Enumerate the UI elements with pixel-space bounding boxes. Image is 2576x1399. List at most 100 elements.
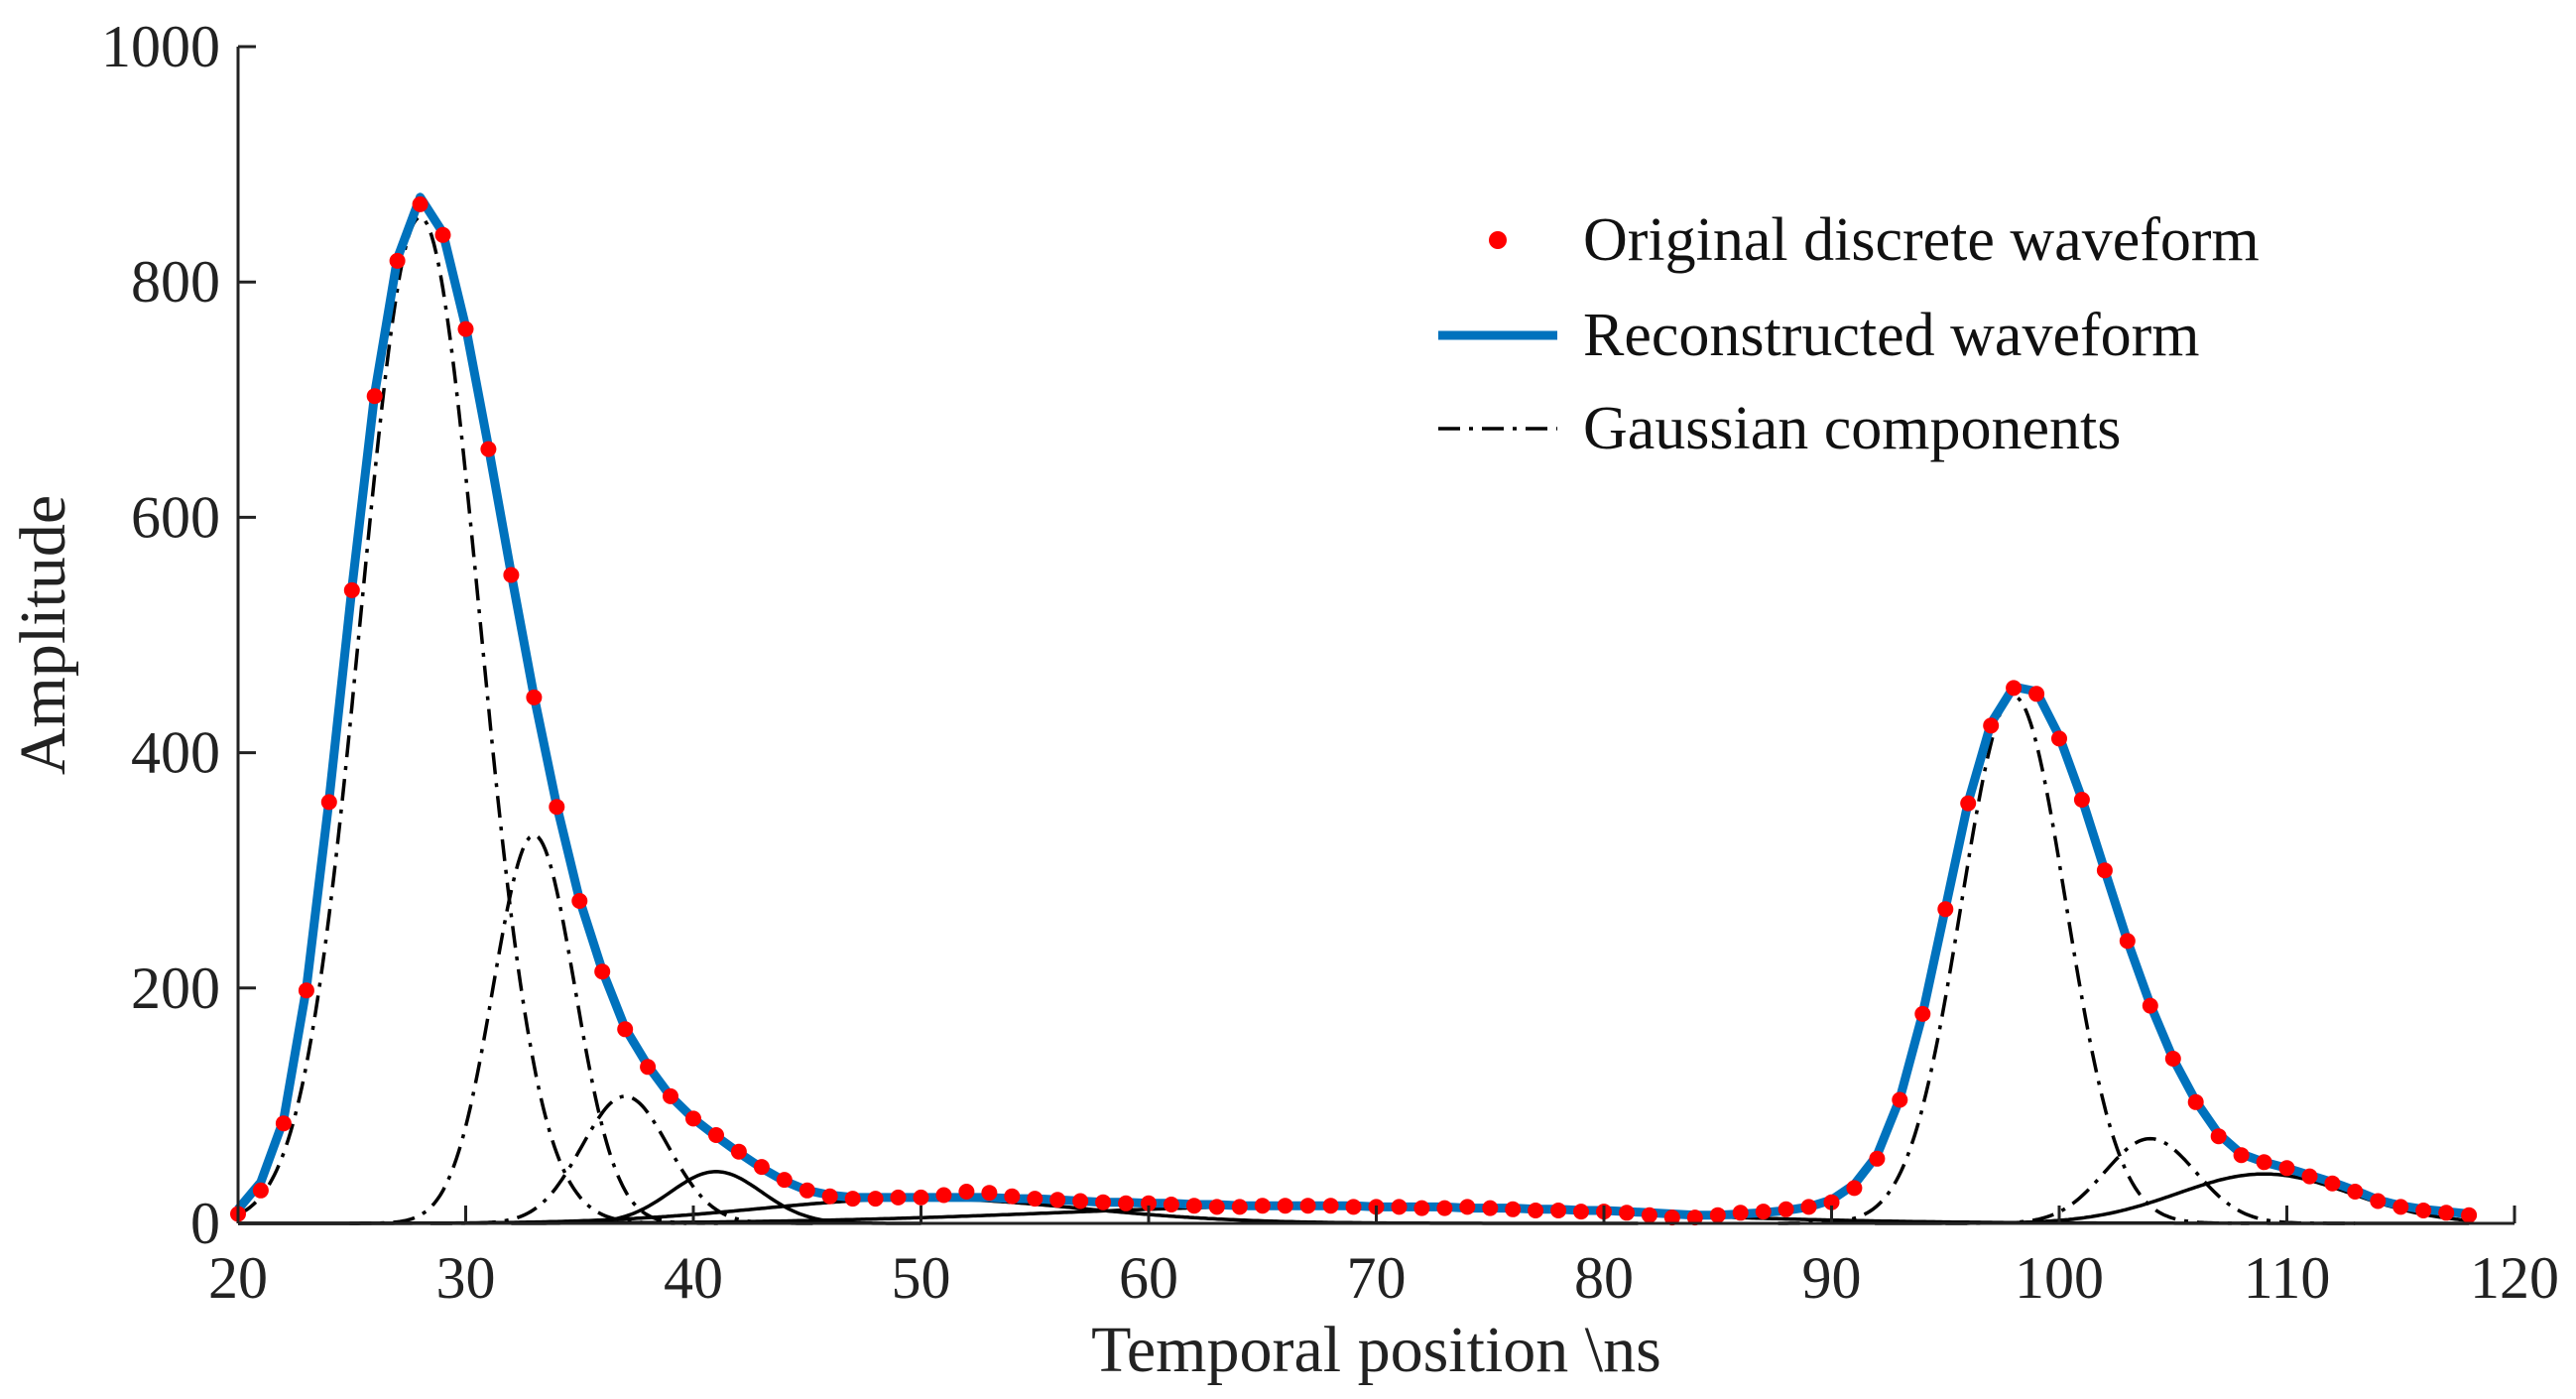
- waveform-sample-point: [1254, 1198, 1271, 1214]
- waveform-sample-point: [1823, 1194, 1840, 1210]
- waveform-sample-point: [1960, 795, 1977, 812]
- x-tick-label: 60: [1119, 1245, 1178, 1311]
- waveform-sample-point: [1118, 1195, 1135, 1211]
- waveform-sample-point: [1391, 1199, 1408, 1215]
- y-tick-label: 400: [131, 720, 220, 786]
- waveform-sample-point: [2370, 1193, 2387, 1209]
- waveform-sample-point: [298, 982, 314, 999]
- waveform-sample-point: [821, 1188, 838, 1205]
- waveform-sample-point: [503, 567, 520, 583]
- axes: 20 30 40 50 60 70 80 90 100 110 120 0 200 400 600 800 10…: [101, 14, 2559, 1311]
- waveform-sample-point: [1550, 1203, 1567, 1218]
- waveform-sample-point: [1528, 1203, 1544, 1218]
- waveform-sample-point: [1573, 1204, 1589, 1220]
- waveform-sample-point: [2347, 1184, 2364, 1200]
- waveform-sample-point: [935, 1187, 952, 1204]
- waveform-sample-point: [434, 226, 451, 243]
- waveform-sample-point: [798, 1182, 815, 1199]
- waveform-sample-point: [1141, 1195, 1157, 1211]
- waveform-sample-point: [776, 1172, 793, 1189]
- waveform-sample-point: [1846, 1180, 1863, 1197]
- waveform-sample-point: [958, 1184, 975, 1200]
- waveform-sample-point: [2233, 1147, 2250, 1164]
- waveform-sample-point: [457, 320, 474, 337]
- waveform-sample-point: [1345, 1199, 1362, 1215]
- y-tick-label: 200: [131, 955, 220, 1021]
- waveform-sample-point: [640, 1059, 657, 1076]
- x-tick-label: 120: [2470, 1245, 2559, 1311]
- waveform-sample-point: [1800, 1199, 1817, 1215]
- x-axis-label: Temporal position \ns: [1091, 1314, 1661, 1386]
- waveform-sample-point: [1163, 1197, 1179, 1212]
- waveform-sample-point: [2096, 862, 2113, 879]
- waveform-sample-point: [1459, 1199, 1476, 1215]
- waveform-sample-point: [685, 1110, 701, 1127]
- waveform-sample-point: [2210, 1128, 2227, 1145]
- waveform-sample-point: [1095, 1194, 1112, 1210]
- x-tick-label: 70: [1347, 1245, 1407, 1311]
- waveform-sample-point: [2073, 792, 2090, 808]
- waveform-sample-point: [1619, 1205, 1635, 1221]
- waveform-sample-point: [1482, 1200, 1499, 1216]
- x-tick-label: 90: [1802, 1245, 1862, 1311]
- waveform-sample-point: [1709, 1207, 1726, 1223]
- waveform-sample-point: [2301, 1168, 2318, 1185]
- waveform-sample-point: [480, 441, 497, 457]
- waveform-sample-point: [753, 1159, 770, 1176]
- waveform-sample-point: [617, 1021, 634, 1038]
- y-tick-label: 600: [131, 484, 220, 550]
- y-tick-label: 800: [131, 249, 220, 315]
- waveform-sample-point: [2278, 1160, 2295, 1177]
- waveform-sample-point: [890, 1189, 907, 1206]
- gaussian-component-line: [1778, 695, 2250, 1225]
- waveform-sample-point: [1231, 1199, 1248, 1215]
- waveform-sample-point: [1983, 717, 2000, 734]
- x-tick-label: 30: [436, 1245, 496, 1311]
- waveform-sample-point: [571, 893, 588, 909]
- waveform-sample-point: [1914, 1005, 1931, 1022]
- legend-label: Original discrete waveform: [1583, 206, 2260, 274]
- waveform-sample-point: [2119, 933, 2136, 950]
- waveform-sample-point: [1322, 1198, 1339, 1214]
- waveform-sample-point: [1755, 1204, 1772, 1220]
- x-tick-label: 50: [892, 1245, 951, 1311]
- gaussian-component-line: [349, 832, 719, 1225]
- x-tick-label: 110: [2244, 1245, 2331, 1311]
- waveform-sample-point: [2438, 1205, 2455, 1221]
- waveform-sample-point: [1436, 1200, 1453, 1216]
- waveform-sample-point: [1892, 1091, 1908, 1108]
- waveform-sample-point: [1072, 1193, 1089, 1209]
- waveform-sample-point: [1208, 1199, 1225, 1215]
- waveform-sample-point: [913, 1189, 929, 1206]
- waveform-sample-point: [412, 195, 429, 212]
- waveform-sample-point: [526, 689, 543, 705]
- waveform-sample-point: [1641, 1207, 1657, 1223]
- legend: Original discrete waveform Reconstructed …: [1438, 206, 2260, 462]
- waveform-sample-point: [1778, 1201, 1794, 1217]
- waveform-sample-point: [1004, 1188, 1021, 1205]
- waveform-sample-point: [730, 1143, 747, 1160]
- waveform-sample-point: [1686, 1209, 1703, 1226]
- waveform-sample-point: [594, 963, 611, 980]
- waveform-sample-point: [708, 1127, 724, 1143]
- waveform-sample-point: [1049, 1192, 1066, 1208]
- waveform-sample-point: [1937, 901, 1954, 918]
- waveform-sample-point: [366, 388, 383, 405]
- x-tick-label: 100: [2015, 1245, 2104, 1311]
- waveform-sample-point: [1869, 1150, 1886, 1167]
- y-tick-label: 0: [190, 1191, 220, 1256]
- x-tick-label: 20: [208, 1245, 268, 1311]
- waveform-sample-point: [1299, 1198, 1316, 1214]
- waveform-sample-point: [2006, 680, 2023, 697]
- y-tick-label: 1000: [101, 14, 220, 79]
- waveform-sample-point: [2461, 1207, 2478, 1223]
- waveform-sample-point: [1505, 1201, 1522, 1217]
- waveform-sample-point: [1185, 1198, 1202, 1214]
- waveform-sample-point: [1277, 1198, 1293, 1214]
- waveform-sample-point: [867, 1191, 884, 1208]
- waveform-sample-point: [1413, 1200, 1430, 1216]
- waveform-sample-point: [1663, 1209, 1680, 1226]
- waveform-sample-point: [1732, 1205, 1749, 1221]
